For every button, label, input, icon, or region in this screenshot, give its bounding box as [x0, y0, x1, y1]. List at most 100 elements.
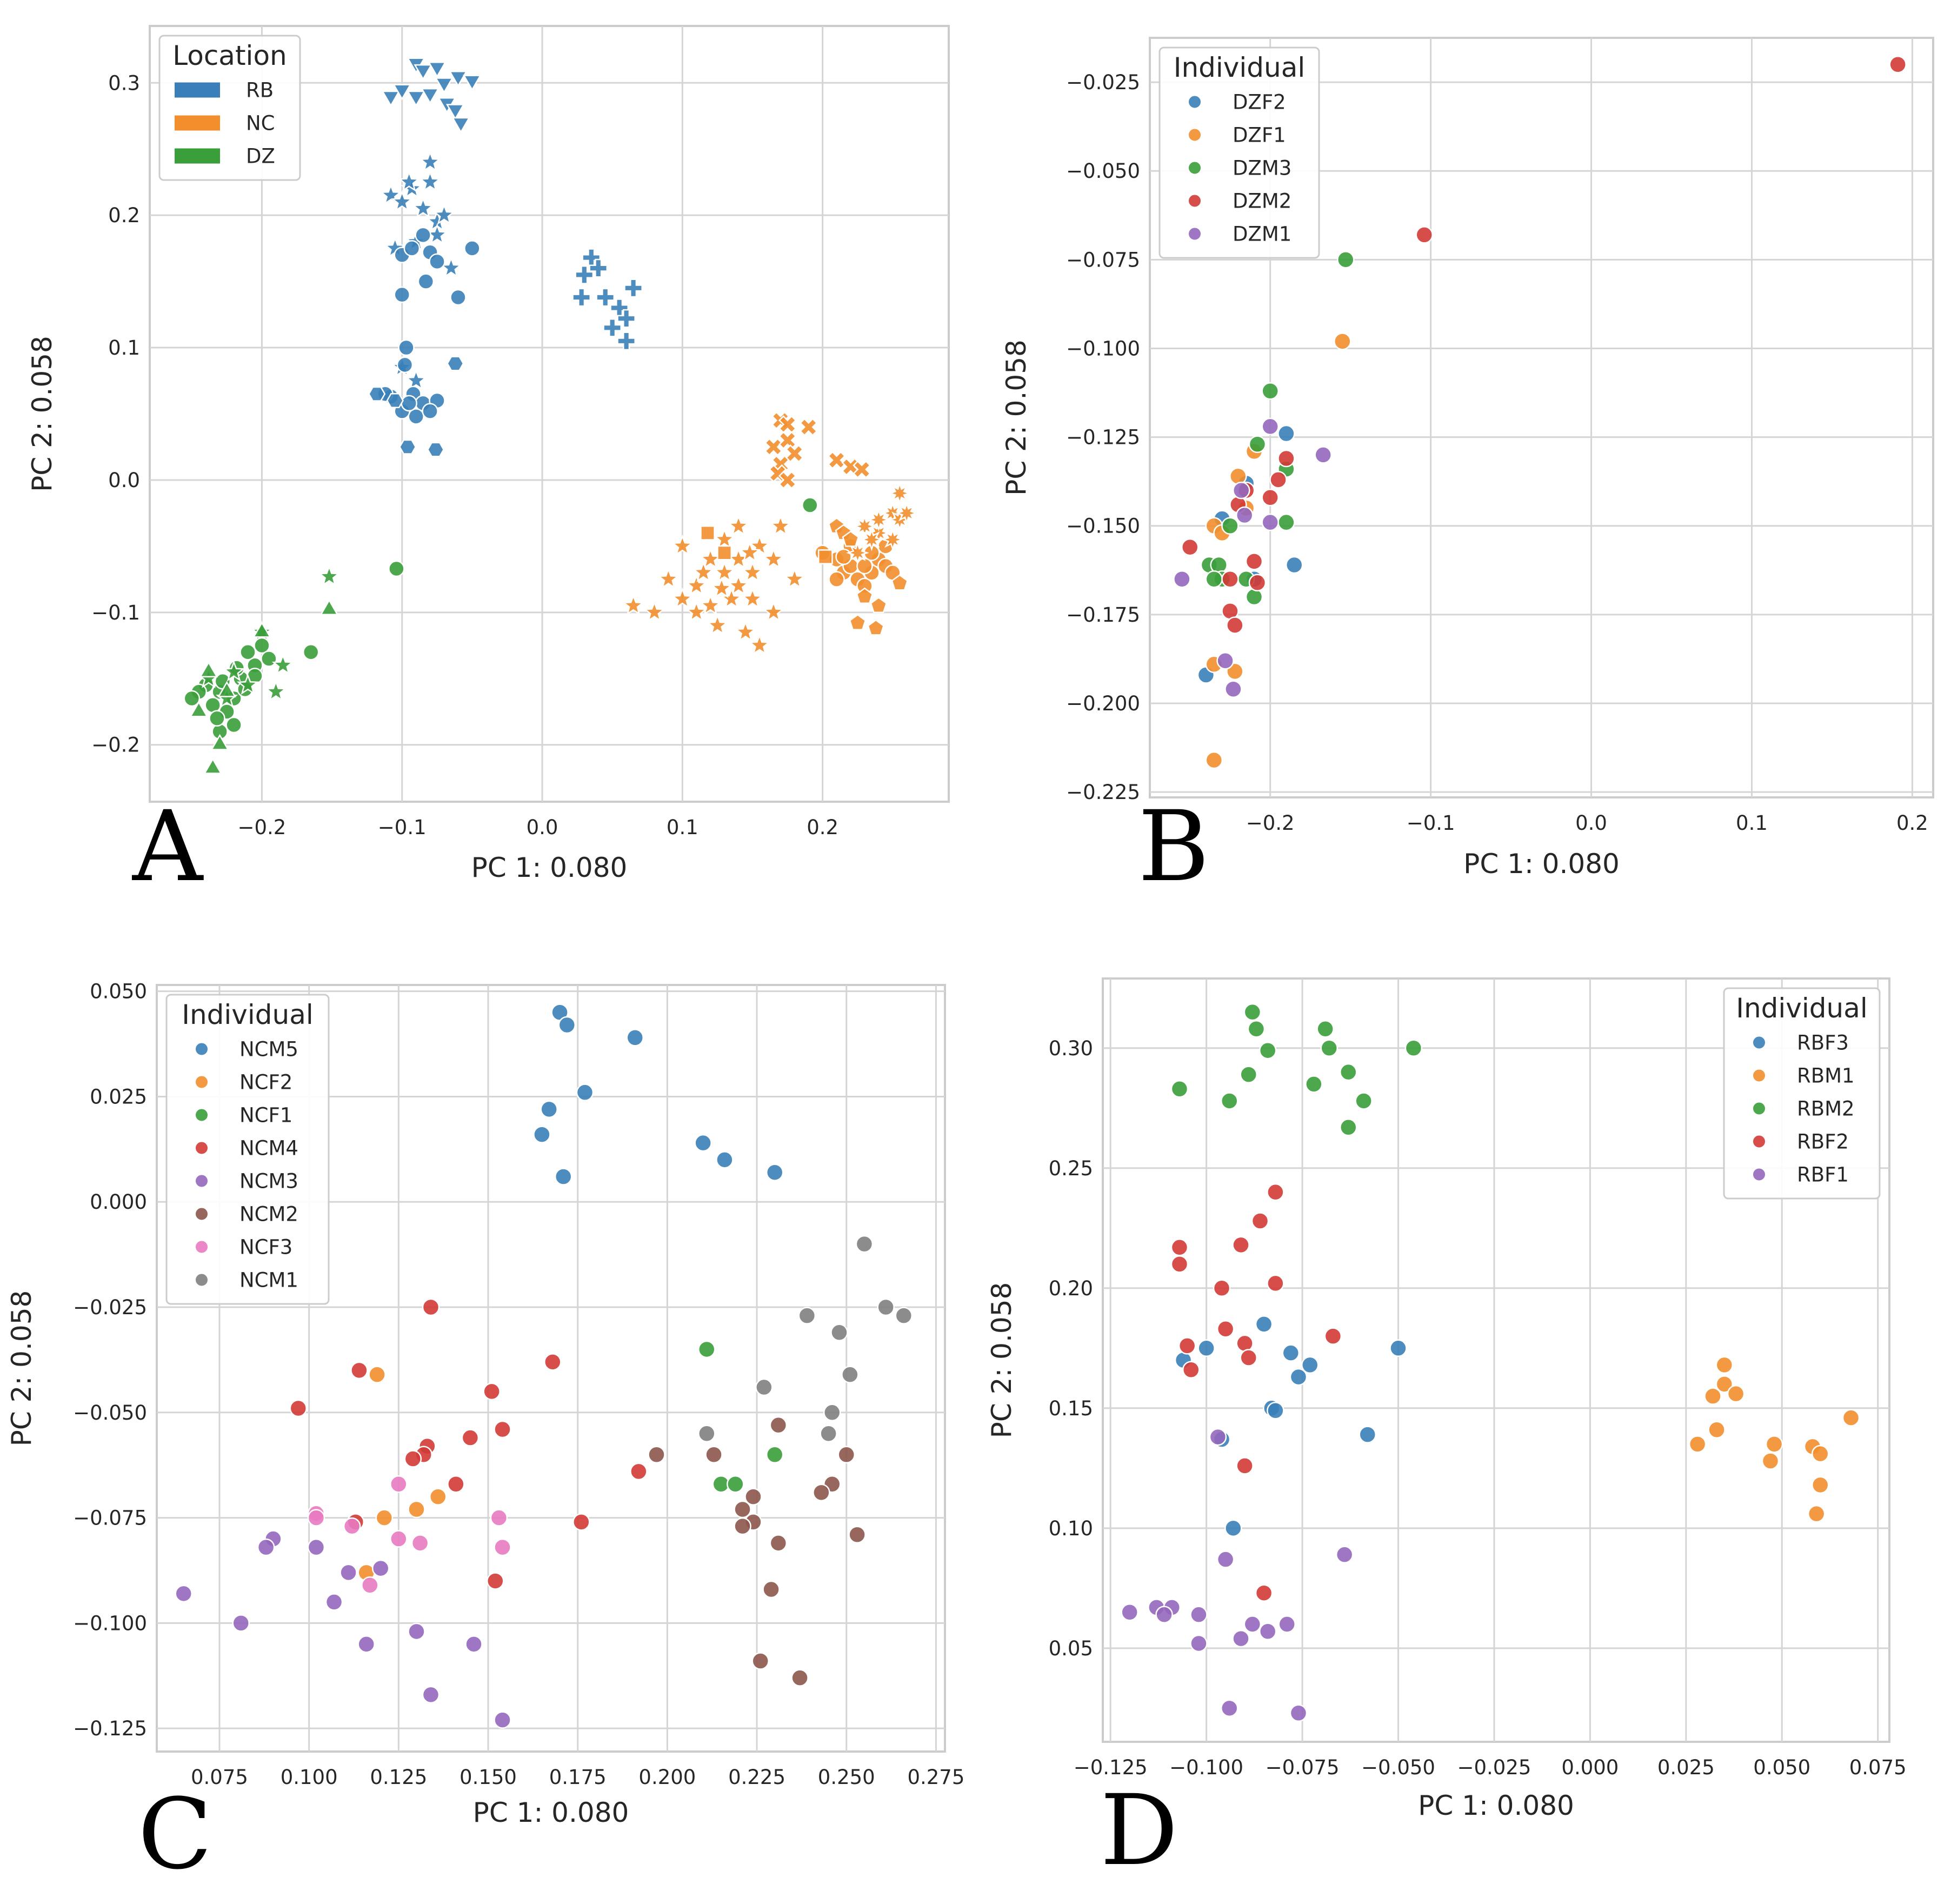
data-point [717, 545, 732, 561]
data-point [671, 587, 694, 609]
data-point [210, 734, 229, 750]
data-point [596, 288, 615, 307]
data-point [856, 587, 874, 604]
legend-entry-dzf2: DZF2 [1188, 91, 1286, 114]
legend-label: DZF1 [1233, 124, 1286, 147]
y-tick-label: 0.0 [108, 469, 140, 492]
legend-label: NCM3 [239, 1170, 298, 1193]
data-point [429, 1488, 447, 1506]
data-point [375, 1509, 394, 1527]
data-point [1261, 513, 1279, 531]
data-point [379, 183, 402, 205]
data-point [1269, 471, 1287, 489]
legend-box [158, 35, 301, 181]
legend-entry-ncf1: NCF1 [195, 1104, 292, 1127]
data-point [401, 395, 417, 412]
data-point [699, 594, 722, 616]
data-points [183, 57, 918, 774]
series-nc-square [700, 525, 833, 564]
x-axis-label: PC 1: 0.080 [1463, 848, 1620, 880]
legend-label: RBF3 [1797, 1031, 1849, 1055]
data-point [422, 403, 438, 420]
data-point [261, 650, 277, 667]
data-point [1182, 1361, 1200, 1379]
x-tick-label: 0.150 [460, 1766, 517, 1789]
data-point [318, 564, 341, 587]
data-point [1339, 1063, 1357, 1081]
legend-marker [1752, 1167, 1766, 1182]
legend-marker [1188, 95, 1202, 109]
y-tick-label: −0.1 [91, 601, 140, 624]
data-point [408, 408, 424, 425]
data-point [1216, 651, 1234, 670]
data-point [339, 1563, 357, 1582]
data-point [705, 1446, 723, 1463]
y-tick-label: −0.200 [1066, 692, 1140, 715]
data-point [1807, 1504, 1826, 1523]
legend-entry-rbf3: RBF3 [1752, 1031, 1849, 1055]
data-point [1248, 574, 1267, 592]
data-point [451, 117, 470, 134]
data-point [867, 619, 884, 636]
data-point [827, 451, 846, 470]
data-points [175, 1003, 913, 1729]
data-point [1190, 1606, 1208, 1623]
data-point [421, 88, 440, 104]
legend-entry-dzm3: DZM3 [1188, 157, 1291, 180]
data-point [390, 1530, 408, 1548]
series-rb-tri-down [381, 57, 482, 134]
x-tick-label: −0.2 [238, 816, 287, 839]
legend-label: DZ [246, 145, 275, 168]
data-point [1155, 1606, 1173, 1623]
data-point [1889, 55, 1907, 74]
legend: Individual NCM5 NCF2 NCF1 NCM4 NCM3 NCM2 NCF3 NC… [165, 994, 330, 1305]
data-point [853, 515, 876, 538]
data-point [398, 339, 415, 356]
data-point [307, 1538, 325, 1556]
data-point [802, 497, 818, 514]
y-tick-label: 0.10 [1049, 1517, 1093, 1540]
data-point [1277, 449, 1295, 468]
data-point [706, 614, 729, 635]
data-point [1178, 1337, 1196, 1355]
data-point [1213, 1279, 1231, 1297]
legend-entry-ncf2: NCF2 [195, 1071, 292, 1094]
data-point [741, 587, 764, 609]
data-point [762, 601, 785, 622]
legend-label: RBF2 [1797, 1130, 1849, 1154]
data-point [1715, 1375, 1734, 1393]
data-points [1173, 55, 1907, 769]
y-tick-label: 0.025 [90, 1085, 147, 1108]
x-tick-label: 0.125 [370, 1766, 427, 1789]
series-rbm1-circle [1688, 1356, 1860, 1523]
data-point [769, 1416, 788, 1434]
legend-box [165, 994, 330, 1305]
data-point [860, 528, 883, 551]
x-tick-label: 0.1 [667, 816, 698, 839]
data-point [540, 1100, 558, 1119]
x-tick-label: 0.075 [1849, 1756, 1907, 1779]
x-axis-label: PC 1: 0.080 [1418, 1790, 1574, 1821]
data-point [698, 1424, 716, 1443]
data-point [1245, 552, 1263, 570]
data-point [404, 1450, 422, 1468]
data-point [846, 541, 870, 565]
y-tick-label: −0.075 [73, 1507, 147, 1530]
legend-label: DZM2 [1233, 190, 1291, 213]
series-rb-plus [572, 248, 643, 351]
data-point [617, 309, 636, 328]
legend-entry-rbf1: RBF1 [1752, 1163, 1849, 1187]
legend-marker [195, 1273, 209, 1287]
data-point [755, 1378, 773, 1396]
data-point [1285, 556, 1303, 574]
x-tick-label: 0.000 [1561, 1756, 1619, 1779]
data-point [414, 64, 432, 81]
data-point [415, 227, 431, 244]
data-point [748, 534, 771, 556]
data-point [1232, 1629, 1250, 1648]
legend-label: NCM2 [239, 1203, 298, 1226]
y-tick-label: 0.20 [1049, 1277, 1093, 1300]
legend-entry-ncm2: NCM2 [195, 1203, 298, 1226]
data-point [217, 681, 236, 697]
panels: −0.2 −0.1 0.0 0.1 0.2 −0.2 −0.1 0.0 0.1 0.2 0.3 PC … [6, 25, 1934, 1891]
